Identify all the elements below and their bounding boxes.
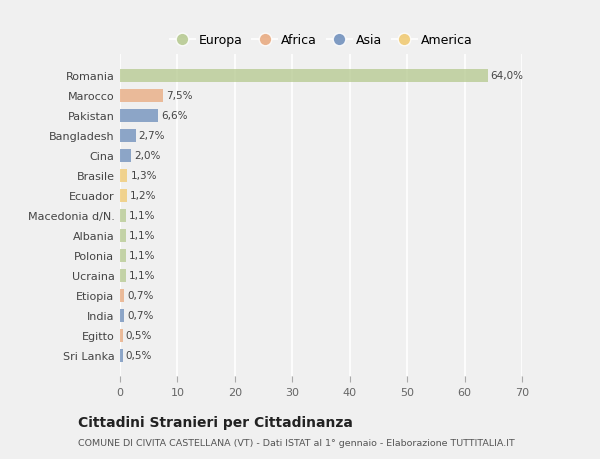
Text: 6,6%: 6,6% [161,111,187,121]
Bar [120,189,127,202]
Text: 0,7%: 0,7% [127,291,153,301]
Text: 1,1%: 1,1% [129,270,155,280]
Text: 0,5%: 0,5% [126,330,152,340]
Bar [120,150,131,162]
Text: 0,5%: 0,5% [126,350,152,360]
Text: 2,0%: 2,0% [134,151,161,161]
Bar [120,169,127,182]
Text: 1,1%: 1,1% [129,211,155,221]
Text: 1,1%: 1,1% [129,231,155,241]
Text: Cittadini Stranieri per Cittadinanza: Cittadini Stranieri per Cittadinanza [78,415,353,429]
Text: 0,7%: 0,7% [127,310,153,320]
Bar [120,349,123,362]
Legend: Europa, Africa, Asia, America: Europa, Africa, Asia, America [164,29,478,52]
Text: 1,2%: 1,2% [130,191,156,201]
Bar [120,90,163,102]
Text: 1,1%: 1,1% [129,251,155,261]
Bar [120,129,136,142]
Bar [120,229,127,242]
Text: 7,5%: 7,5% [166,91,193,101]
Text: COMUNE DI CIVITA CASTELLANA (VT) - Dati ISTAT al 1° gennaio - Elaborazione TUTTI: COMUNE DI CIVITA CASTELLANA (VT) - Dati … [78,438,515,448]
Bar [120,269,127,282]
Bar [120,70,488,83]
Bar [120,110,158,123]
Bar [120,289,124,302]
Text: 64,0%: 64,0% [490,71,523,81]
Bar [120,209,127,222]
Bar [120,309,124,322]
Bar [120,329,123,342]
Text: 1,3%: 1,3% [130,171,157,181]
Text: 2,7%: 2,7% [139,131,165,141]
Bar [120,249,127,262]
